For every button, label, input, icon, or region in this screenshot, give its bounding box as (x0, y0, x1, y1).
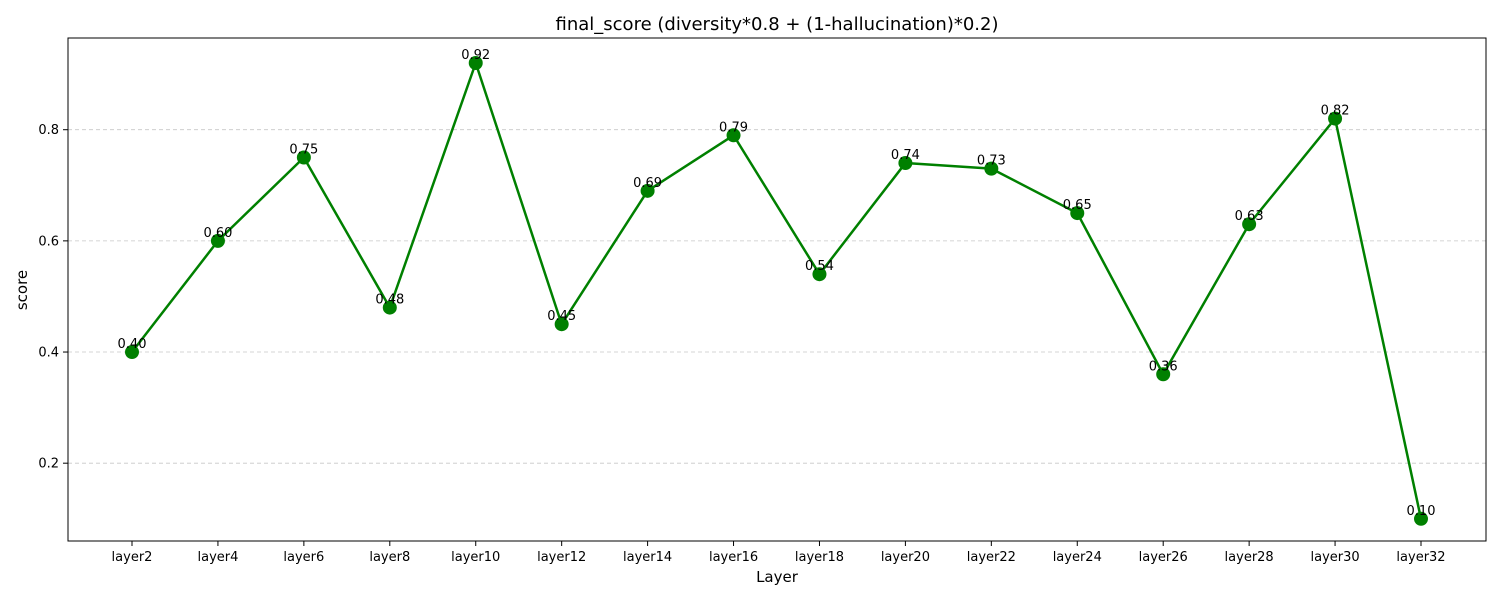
x-tick-label: layer20 (881, 550, 930, 565)
series-layer (125, 56, 1428, 526)
data-point-marker (1242, 217, 1257, 232)
data-point-label: 0.69 (633, 176, 662, 191)
x-axis-title: Layer (756, 568, 799, 586)
x-tick-label: layer6 (283, 550, 324, 565)
data-point-marker (468, 56, 483, 71)
x-tick-label: layer32 (1396, 550, 1445, 565)
data-point-label: 0.40 (118, 337, 147, 352)
data-point-label: 0.74 (891, 148, 920, 163)
plot-frame (67, 37, 1487, 542)
data-point-label: 0.45 (547, 309, 576, 324)
data-point-marker (640, 183, 655, 198)
data-point-label: 0.63 (1235, 209, 1264, 224)
data-point-marker (1156, 367, 1171, 382)
chart-title: final_score (diversity*0.8 + (1-hallucin… (556, 14, 999, 35)
data-point-label: 0.92 (461, 48, 490, 63)
data-point-label: 0.60 (203, 226, 232, 241)
y-tick-label: 0.6 (38, 234, 59, 249)
y-tick-label: 0.8 (38, 123, 59, 138)
data-point-marker (984, 161, 999, 176)
data-point-label: 0.65 (1063, 198, 1092, 213)
x-tick-label: layer16 (709, 550, 758, 565)
data-point-label: 0.75 (289, 142, 318, 157)
data-point-marker (296, 150, 311, 165)
data-point-label: 0.36 (1149, 359, 1178, 374)
series-line (131, 61, 1423, 520)
data-point-marker (1414, 511, 1428, 526)
x-tick-label: layer24 (1053, 550, 1102, 565)
data-point-marker (1070, 206, 1085, 221)
data-point-marker (554, 317, 569, 332)
data-point-label: 0.10 (1407, 504, 1436, 519)
data-point-label: 0.48 (375, 293, 404, 308)
x-tick-label: layer26 (1139, 550, 1188, 565)
x-tick-label: layer14 (623, 550, 672, 565)
grid-layer (68, 129, 1486, 464)
y-tick-label: 0.4 (38, 346, 59, 361)
x-tick-label: layer30 (1310, 550, 1359, 565)
x-tick-label: layer8 (369, 550, 410, 565)
x-tick-label: layer4 (197, 550, 238, 565)
data-point-marker (125, 345, 139, 360)
data-point-label: 0.82 (1321, 104, 1350, 119)
data-point-label: 0.54 (805, 259, 834, 274)
data-point-marker (382, 300, 397, 315)
data-point-marker (812, 267, 827, 282)
x-tick-label: layer10 (451, 550, 500, 565)
ticks-layer: 0.2 0.4 0.6 0.8 layer2 layer4 layer6 layer8 laye… (38, 123, 1445, 565)
x-tick-label: layer2 (112, 550, 153, 565)
data-point-marker (726, 128, 741, 143)
y-axis-title: score (13, 270, 31, 310)
x-tick-label: layer28 (1225, 550, 1274, 565)
data-point-marker (898, 156, 913, 171)
x-tick-label: layer18 (795, 550, 844, 565)
data-point-marker (210, 233, 225, 248)
data-point-label: 0.79 (719, 120, 748, 135)
x-tick-label: layer22 (967, 550, 1016, 565)
y-tick-label: 0.2 (38, 457, 59, 472)
x-tick-label: layer12 (537, 550, 586, 565)
data-point-label: 0.73 (977, 154, 1006, 169)
data-labels-layer: 0.40 0.60 0.75 0.48 0.92 0.45 0.69 0.79 0.54 0.74… (118, 48, 1436, 519)
data-point-marker (1328, 111, 1343, 126)
